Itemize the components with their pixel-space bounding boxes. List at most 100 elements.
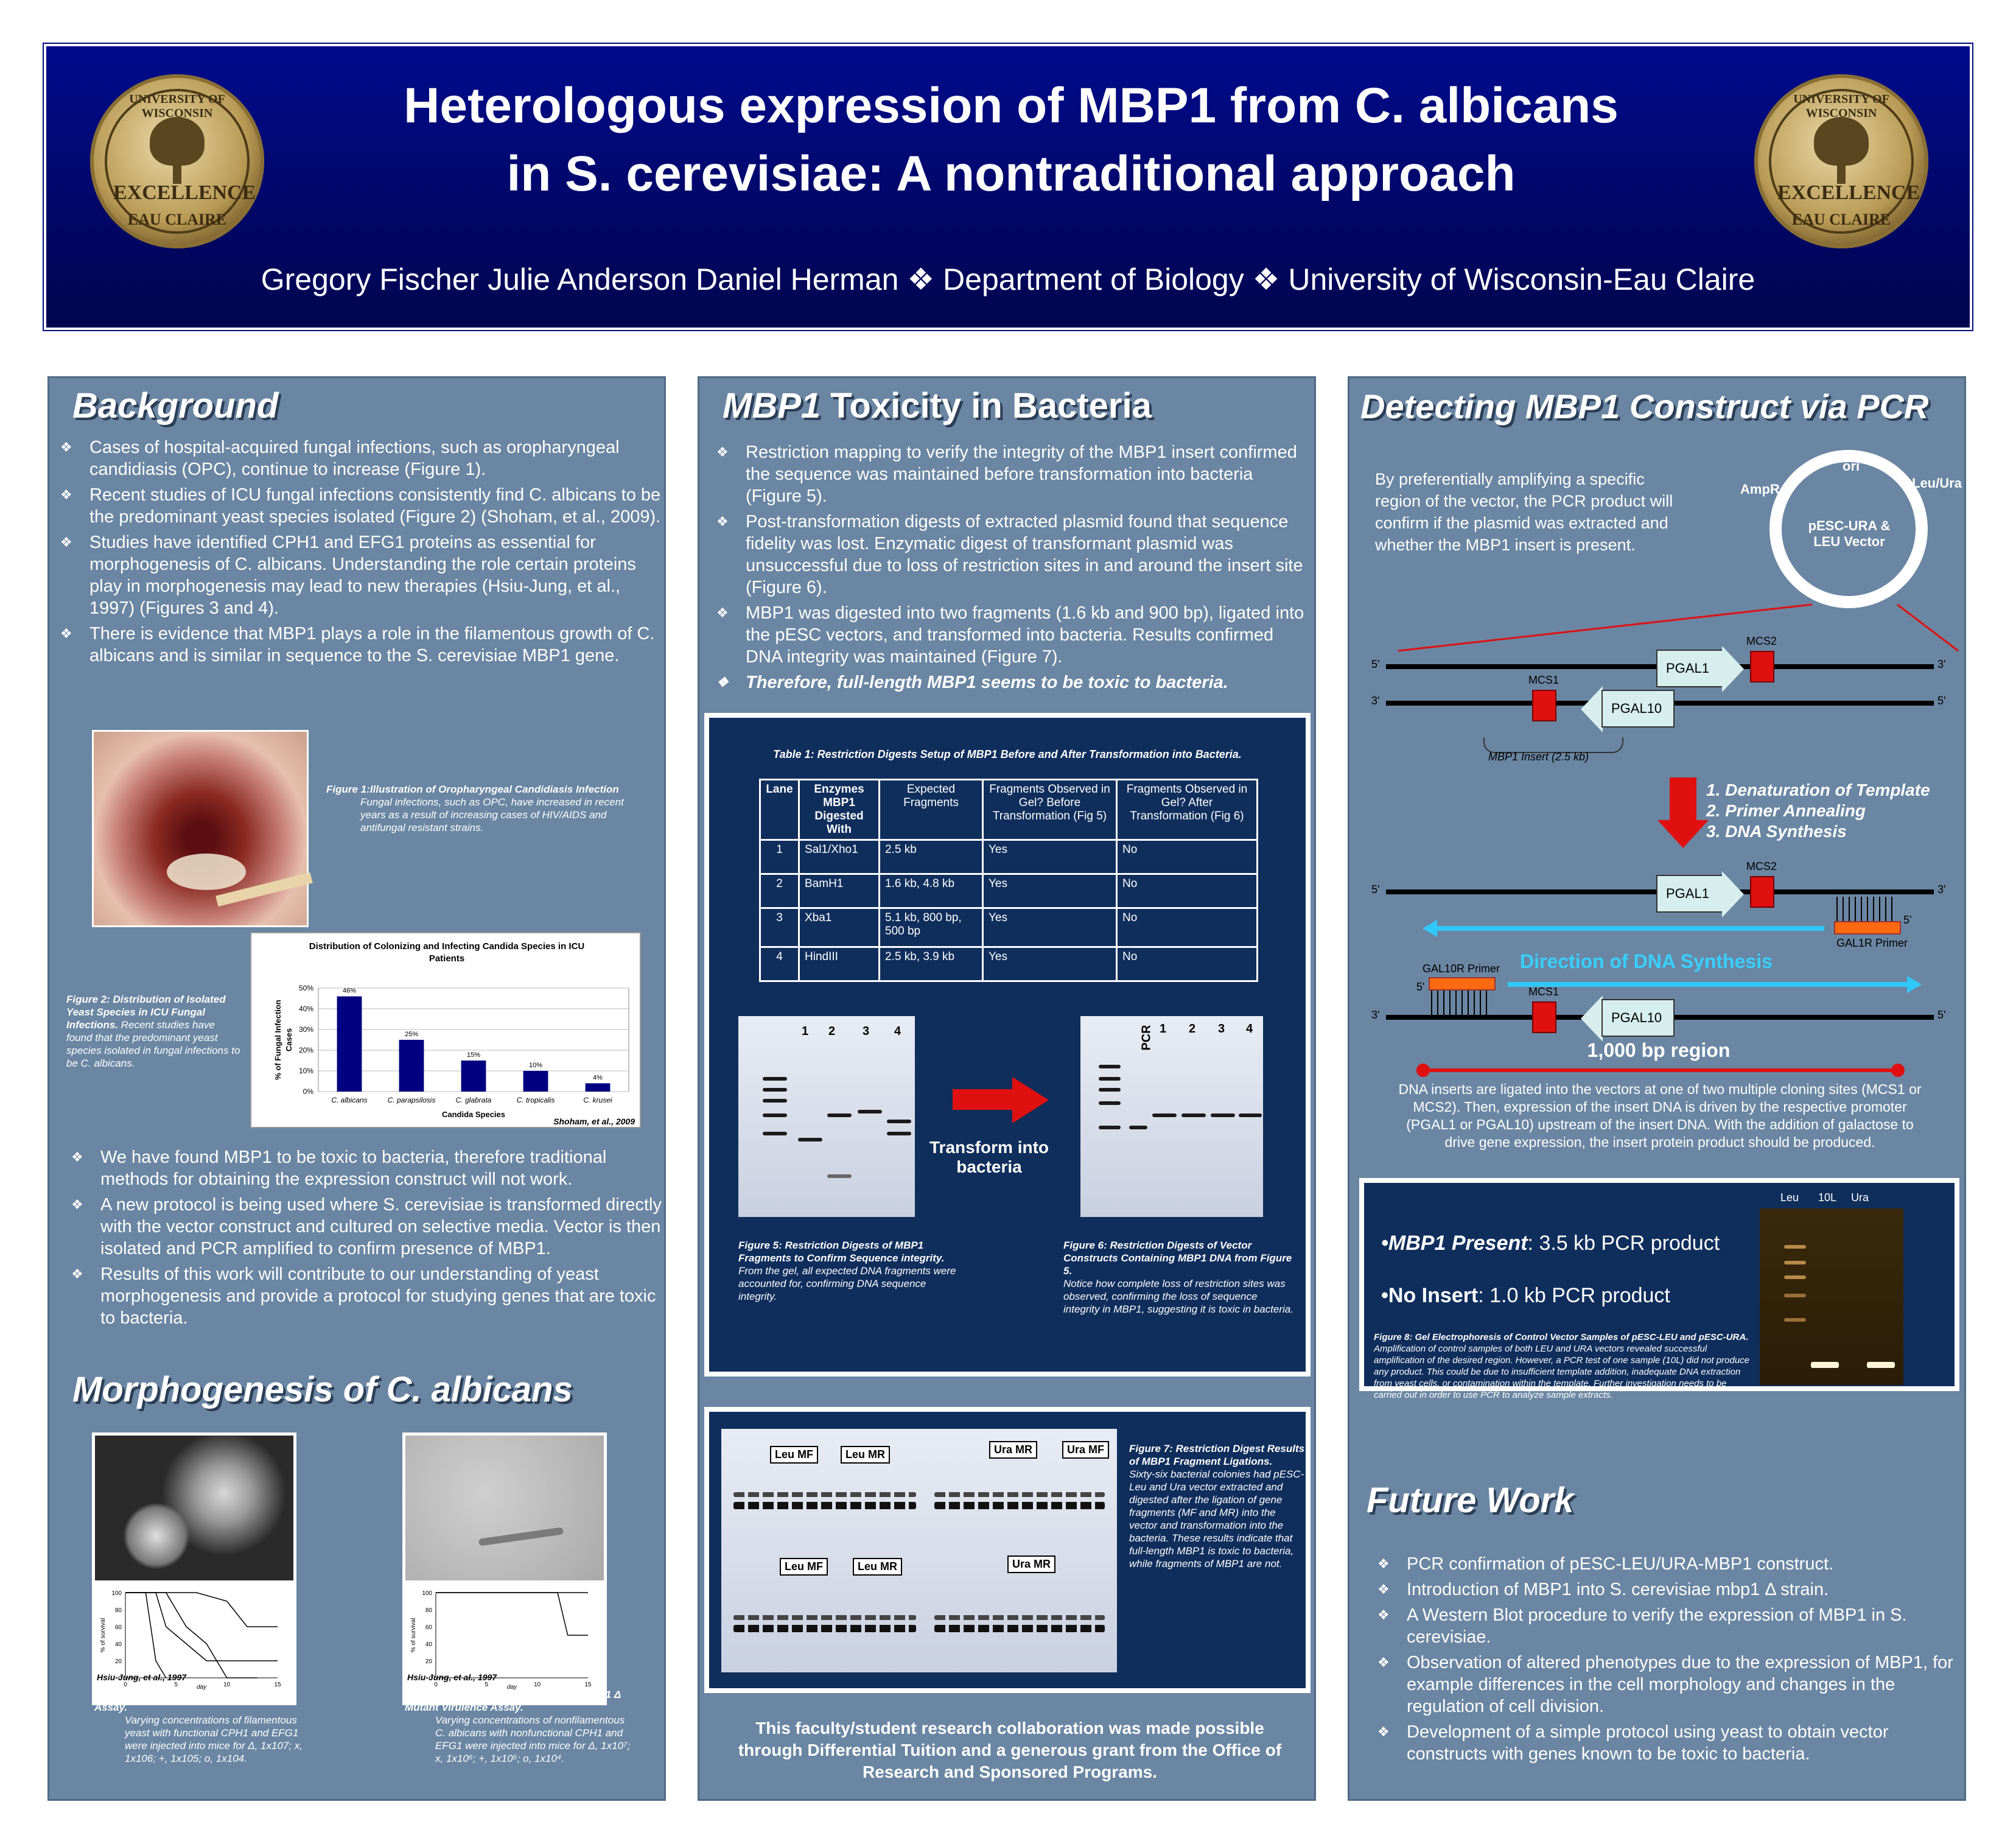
y-tick: 20 [425, 1658, 433, 1665]
y-tick: 100 [422, 1590, 432, 1597]
pcr-heading: Detecting MBP1 Construct via PCR [1360, 387, 1929, 426]
x-tick-label: C. krusei [583, 1096, 612, 1104]
figure7-caption: Figure 7: Restriction Digest Results of … [1129, 1443, 1305, 1569]
background-bullets: Cases of hospital-acquired fungal infect… [60, 437, 663, 670]
column-left: Background Cases of hospital-acquired fu… [47, 376, 666, 1801]
list-item: Post-transformation digests of extracted… [716, 511, 1307, 598]
x-tick: 0 [124, 1681, 127, 1688]
column-right: Detecting MBP1 Construct via PCR By pref… [1348, 376, 1966, 1801]
list-item: Introduction of MBP1 into S. cerevisiae … [1377, 1579, 1956, 1601]
y-axis-label: % of survival [410, 1618, 417, 1653]
x-tick-label: C. albicans [331, 1096, 367, 1104]
present-result: •MBP1 Present: 3.5 kb PCR product [1381, 1232, 1720, 1255]
chart-title-2: Patients [429, 953, 464, 964]
pgal1-arrow-head-2 [1722, 871, 1744, 917]
red-arrow [953, 1089, 1013, 1110]
list-item: Recent studies of ICU fungal infections … [60, 484, 663, 528]
pgal10-arrow-head [1581, 686, 1603, 732]
x-tick: 5 [485, 1681, 489, 1688]
bar-value-label: 46% [343, 987, 356, 995]
synthesis-arrow-head-2 [1907, 976, 1922, 993]
figure8-gel [1760, 1208, 1903, 1385]
bar-0 [337, 996, 362, 1092]
list-item: Development of a simple protocol using y… [1377, 1721, 1956, 1765]
down-arrow-head [1657, 820, 1709, 848]
plasmid-leu: Leu/Ura [1912, 475, 1962, 491]
figure5-caption: Figure 5: Restriction Digests of MBP1 Fr… [738, 1240, 956, 1302]
y-tick-label: 20% [299, 1046, 313, 1054]
filamentous-colony-photo [92, 1432, 296, 1583]
table-row: 1 Sal1/Xho1 2.5 kb Yes No [759, 839, 1258, 875]
direction-label: Direction of DNA Synthesis [1520, 950, 1773, 972]
x-tick: 15 [274, 1681, 281, 1688]
background-heading: Background [72, 386, 279, 426]
list-item: There is evidence that MBP1 plays a role… [60, 623, 663, 667]
plasmid-name: pESC-URA & LEU Vector [1808, 518, 1891, 549]
y-tick: 60 [115, 1624, 122, 1631]
bar-value-label: 25% [405, 1031, 418, 1038]
bar-3 [523, 1071, 548, 1092]
bar-value-label: 10% [529, 1062, 542, 1069]
synthesis-arrow-2 [1508, 982, 1909, 987]
bar-value-label: 4% [593, 1074, 603, 1081]
pcr-description: DNA inserts are ligated into the vectors… [1398, 1081, 1922, 1150]
list-item: Restriction mapping to verify the integr… [716, 441, 1307, 507]
x-tick: 10 [223, 1681, 231, 1688]
figure7-gels: Leu MF Leu MR Ura MR Ura MF Leu MF Leu M… [721, 1429, 1117, 1672]
restriction-digest-box: Table 1: Restriction Digests Setup of MB… [704, 713, 1311, 1376]
figure4-caption: Figure 4: C. albicans cph1/cph1, efg1/ef… [405, 1689, 631, 1764]
gal10r-ticks [1431, 991, 1492, 1015]
x-axis-label: day [197, 1684, 207, 1691]
x-tick: 5 [175, 1681, 178, 1688]
x-tick-label: C. parapsilosis [388, 1096, 436, 1104]
table-row: 4 HindIII 2.5 kb, 3.9 kb Yes No [759, 946, 1258, 982]
toxicity-heading: MBP1 Toxicity in Bacteria [723, 386, 1152, 426]
mcs2-box [1750, 651, 1774, 682]
university-seal-left: UNIVERSITY OF WISCONSIN EXCELLENCE EAU C… [90, 74, 264, 248]
gal10r-label: GAL10R Primer [1423, 963, 1500, 975]
bar-4 [585, 1083, 611, 1092]
figure2-caption: Figure 2: Distribution of Isolated Yeast… [66, 994, 240, 1069]
y-tick: 100 [111, 1590, 122, 1597]
future-heading: Future Work [1367, 1481, 1574, 1520]
pgal1-promoter-2: PGAL1 [1656, 875, 1723, 913]
list-item: Observation of altered phenotypes due to… [1377, 1652, 1956, 1717]
figure5-gel: 1 2 3 4 [738, 1016, 915, 1217]
y-axis-label-2: Cases [284, 1028, 293, 1051]
y-tick-label: 40% [299, 1005, 313, 1013]
zoom-lines [1398, 603, 1959, 652]
x-axis-label: day [507, 1684, 517, 1691]
mcs1-box-2 [1532, 1001, 1556, 1033]
survival-series-0 [436, 1592, 588, 1636]
region-bar [1423, 1068, 1897, 1072]
list-item: PCR confirmation of pESC-LEU/URA-MBP1 co… [1377, 1553, 1956, 1575]
gal1r-ticks [1836, 897, 1897, 921]
table-row: 2 BamH1 1.6 kb, 4.8 kb Yes No [759, 873, 1258, 909]
region-dot-right [1891, 1064, 1905, 1077]
figure1-caption: Figure 1:Illustration of Oropharyngeal C… [326, 784, 624, 833]
y-tick-label: 10% [299, 1067, 313, 1075]
author-line: Gregory Fischer Julie Anderson Daniel He… [261, 262, 1755, 296]
survival-series-3 [125, 1592, 278, 1627]
table1-title: Table 1: Restriction Digests Setup of MB… [773, 748, 1242, 760]
poster-header: UNIVERSITY OF WISCONSIN EXCELLENCE EAU C… [43, 43, 1973, 331]
region-dot-left [1416, 1064, 1430, 1077]
gel8-lanes: Leu 10L Ura [1780, 1191, 1869, 1204]
transform-label: Transform into bacteria [929, 1138, 1049, 1176]
bar-1 [399, 1040, 424, 1092]
y-tick-label: 0% [303, 1087, 314, 1096]
gal1r-label: GAL1R Primer [1836, 937, 1908, 949]
y-tick: 20 [115, 1658, 122, 1665]
survival-series-2 [125, 1592, 257, 1678]
list-item: Results of this work will contribute to … [71, 1263, 663, 1329]
y-tick: 80 [425, 1607, 433, 1614]
chart-title: Distribution of Colonizing and Infecting… [309, 941, 585, 952]
figure3-source: Hsiu-Jung, et al., 1997 [97, 1672, 187, 1682]
list-item: A Western Blot procedure to verify the e… [1377, 1604, 1956, 1648]
figure6-gel: PCR 1 2 3 4 [1080, 1016, 1263, 1217]
mcs2-box-2 [1750, 876, 1774, 908]
poster-title-line1: Heterologous expression of MBP1 from C. … [404, 78, 1619, 133]
figure4-survival-plot: 100 80 60 40 20 0 0 5 10 15 day % of survival [402, 1583, 607, 1705]
x-tick: 10 [534, 1681, 541, 1688]
figure7-box: Leu MF Leu MR Ura MR Ura MF Leu MF Leu M… [704, 1407, 1311, 1693]
